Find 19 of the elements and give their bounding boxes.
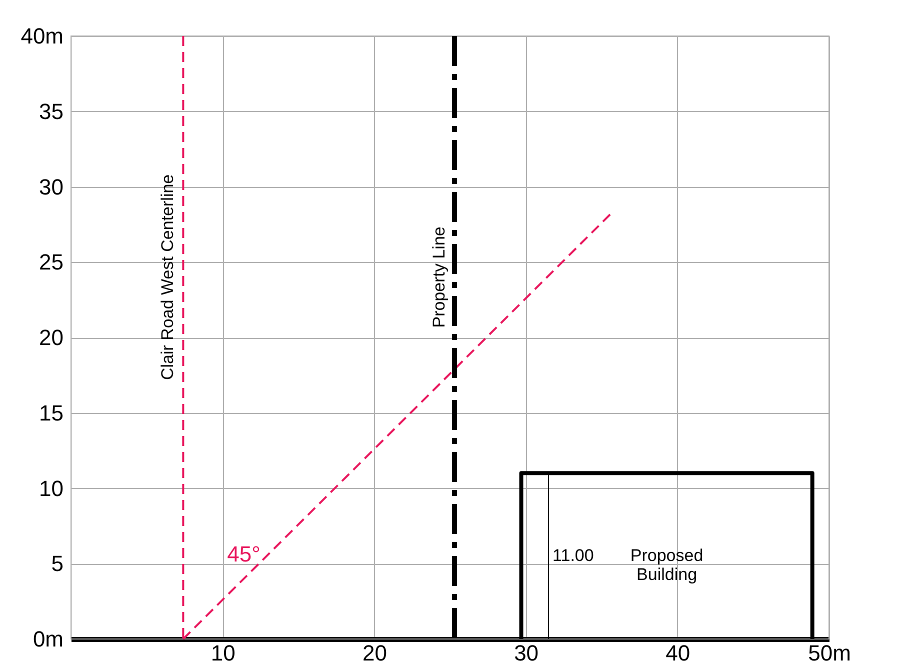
x-tick-label: 40 bbox=[666, 640, 690, 666]
y-tick-label: 35 bbox=[39, 98, 64, 124]
x-tick-label: 20 bbox=[362, 640, 387, 666]
y-tick-label: 5 bbox=[51, 551, 64, 576]
y-tick-label: 10 bbox=[39, 476, 64, 501]
y-tick-label: 0m bbox=[32, 626, 64, 652]
ref-line-label: Property Line bbox=[430, 226, 449, 328]
annotation: 45° bbox=[227, 542, 260, 567]
annotation: Proposed Building bbox=[630, 546, 704, 584]
ref-line-label: Clair Road West Centerline bbox=[158, 174, 178, 380]
y-tick-label: 15 bbox=[39, 400, 64, 426]
y-tick-label: 25 bbox=[39, 250, 64, 275]
y-tick-label: 30 bbox=[39, 174, 64, 200]
x-tick-label: 30 bbox=[514, 640, 539, 666]
y-tick-label: 40m bbox=[20, 24, 64, 48]
y-tick-label: 20 bbox=[39, 325, 64, 350]
x-tick-label: 50m bbox=[808, 640, 851, 666]
annotation: 11.00 bbox=[552, 546, 594, 566]
x-tick-label: 10 bbox=[210, 640, 236, 666]
